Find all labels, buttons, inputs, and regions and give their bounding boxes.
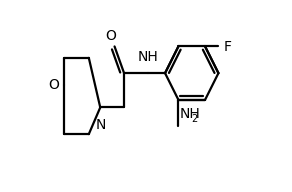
Text: NH: NH [179,107,200,121]
Text: NH: NH [138,50,158,64]
Text: F: F [223,40,231,54]
Text: 2: 2 [191,114,198,124]
Text: O: O [106,29,117,43]
Text: O: O [48,78,59,92]
Text: N: N [96,118,106,132]
